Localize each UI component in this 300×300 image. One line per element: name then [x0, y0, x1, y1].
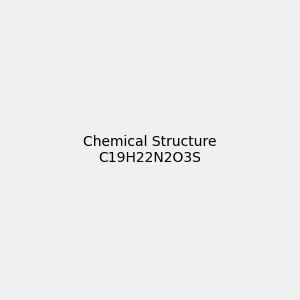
Text: Chemical Structure
C19H22N2O3S: Chemical Structure C19H22N2O3S	[83, 135, 217, 165]
